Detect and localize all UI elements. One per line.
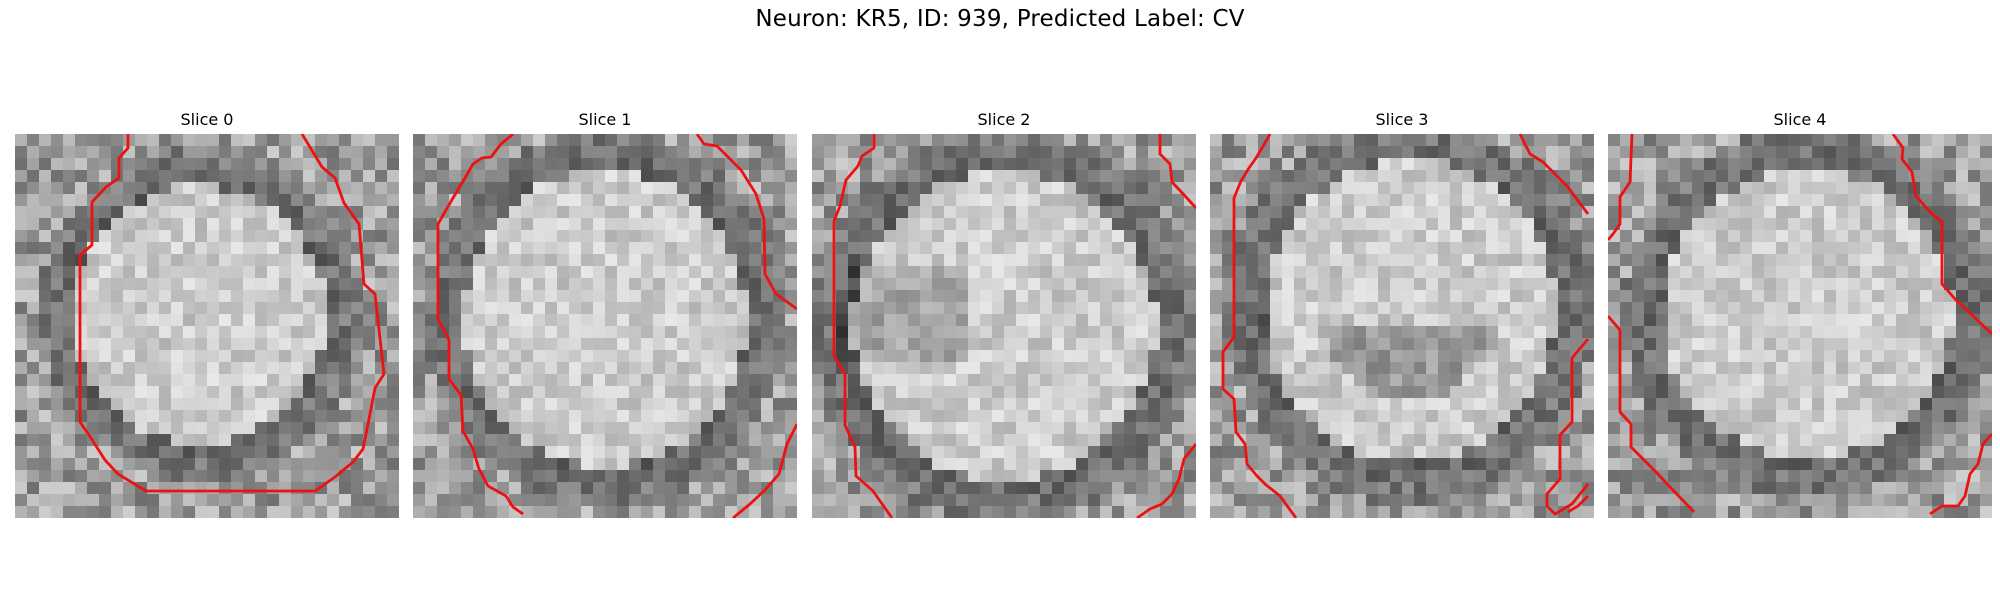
contour-line: [1158, 134, 1196, 209]
slice-panel-0: Slice 0: [15, 110, 399, 522]
slice-title-2: Slice 2: [977, 110, 1031, 129]
contour-line: [78, 134, 386, 493]
slice-panel-1: Slice 1: [413, 110, 797, 522]
slice-image-0: [15, 134, 399, 518]
contour-line: [1136, 443, 1196, 518]
figure-title: Neuron: KR5, ID: 939, Predicted Label: C…: [755, 6, 1245, 32]
slice-image-2: [812, 134, 1196, 518]
contour-line: [1545, 338, 1590, 516]
contour-line: [1608, 134, 1634, 241]
contour-line: [1608, 315, 1696, 513]
slice-image-3: [1210, 134, 1594, 518]
contour-line: [436, 134, 524, 516]
contour-line: [832, 134, 894, 518]
slice-panel-2: Slice 2: [812, 110, 1196, 522]
contour-line: [1221, 134, 1298, 518]
slice-title-0: Slice 0: [180, 110, 234, 129]
slice-title-3: Slice 3: [1375, 110, 1429, 129]
slice-title-4: Slice 4: [1773, 110, 1827, 129]
contour-line: [1518, 134, 1590, 215]
slice-panel-4: Slice 4: [1608, 110, 1992, 522]
slice-image-4: [1608, 134, 1992, 518]
slice-title-1: Slice 1: [578, 110, 632, 129]
contour-line: [695, 134, 797, 311]
slice-panel-3: Slice 3: [1210, 110, 1594, 522]
slice-image-1: [413, 134, 797, 518]
contour-line: [1567, 495, 1589, 514]
contour-line: [1891, 134, 1992, 336]
contour-line: [732, 423, 797, 518]
contour-line: [1929, 433, 1992, 516]
